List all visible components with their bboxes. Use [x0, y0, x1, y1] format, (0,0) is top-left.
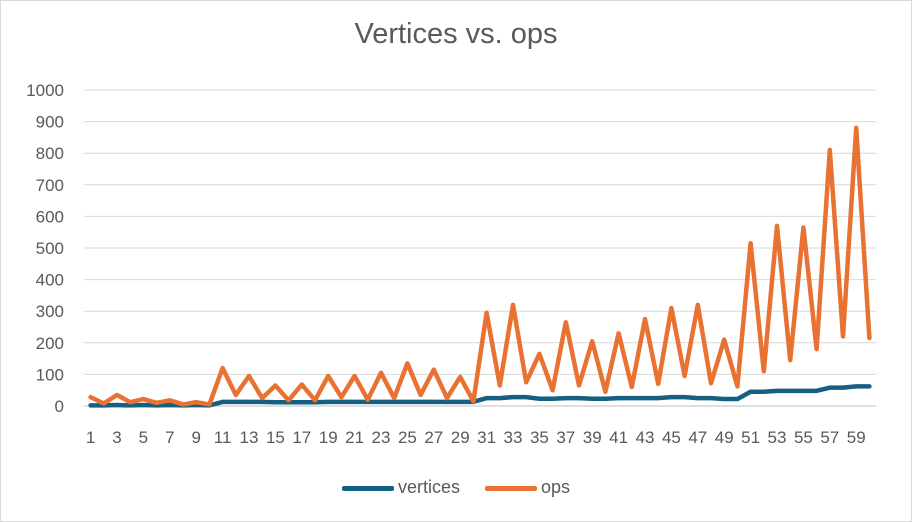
y-tick-label: 700 — [36, 176, 64, 195]
x-tick-label: 31 — [477, 428, 496, 447]
y-tick-label: 500 — [36, 239, 64, 258]
x-tick-label: 59 — [847, 428, 866, 447]
y-tick-label: 900 — [36, 113, 64, 132]
legend: vertices ops — [0, 476, 912, 498]
x-tick-label: 23 — [372, 428, 391, 447]
x-tick-label: 3 — [112, 428, 121, 447]
y-tick-label: 400 — [36, 271, 64, 290]
x-tick-label: 45 — [662, 428, 681, 447]
x-tick-label: 51 — [741, 428, 760, 447]
x-tick-label: 27 — [424, 428, 443, 447]
y-tick-label: 800 — [36, 144, 64, 163]
x-tick-label: 9 — [191, 428, 200, 447]
chart-title: Vertices vs. ops — [354, 18, 558, 50]
x-tick-label: 47 — [688, 428, 707, 447]
x-tick-label: 57 — [820, 428, 839, 447]
x-tick-label: 11 — [214, 428, 232, 447]
x-tick-label: 13 — [240, 428, 259, 447]
y-tick-label: 200 — [36, 334, 64, 353]
x-tick-label: 19 — [319, 428, 338, 447]
x-tick-label: 43 — [636, 428, 655, 447]
x-tick-label: 5 — [139, 428, 148, 447]
x-tick-label: 35 — [530, 428, 549, 447]
y-tick-label: 0 — [55, 397, 64, 416]
series-line-ops — [88, 125, 872, 407]
x-tick-label: 41 — [609, 428, 628, 447]
x-tick-label: 33 — [504, 428, 523, 447]
y-tick-label: 300 — [36, 302, 64, 321]
legend-label-vertices: vertices — [397, 476, 460, 497]
y-axis-ticks: 0 100 200 300 400 500 600 700 800 900 1000 — [26, 81, 64, 416]
y-tick-label: 100 — [36, 365, 64, 384]
legend-swatch-ops — [485, 485, 537, 491]
legend-swatch-vertices — [341, 485, 394, 491]
x-tick-label: 53 — [768, 428, 787, 447]
legend-item-ops: ops — [485, 477, 570, 498]
x-tick-label: 17 — [292, 428, 311, 447]
series-line-vertices — [88, 384, 872, 408]
legend-label-ops: ops — [541, 476, 571, 497]
legend-item-vertices: vertices — [341, 476, 460, 498]
x-tick-label: 25 — [398, 428, 417, 447]
x-tick-label: 39 — [583, 428, 602, 447]
y-tick-label: 1000 — [26, 81, 64, 100]
x-axis-ticks: 1 3 5 7 9 11 13 15 17 19 21 23 25 27 29 31 33 35 37 39 41 43 4… — [86, 428, 866, 447]
x-tick-label: 37 — [556, 428, 575, 447]
x-tick-label: 15 — [266, 428, 285, 447]
x-tick-label: 21 — [345, 428, 364, 447]
x-tick-label: 29 — [451, 428, 470, 447]
series-lines — [88, 125, 872, 408]
x-tick-label: 7 — [165, 428, 174, 447]
y-tick-label: 600 — [36, 207, 64, 226]
x-tick-label: 1 — [86, 428, 95, 447]
x-tick-label: 49 — [715, 428, 734, 447]
x-tick-label: 55 — [794, 428, 813, 447]
